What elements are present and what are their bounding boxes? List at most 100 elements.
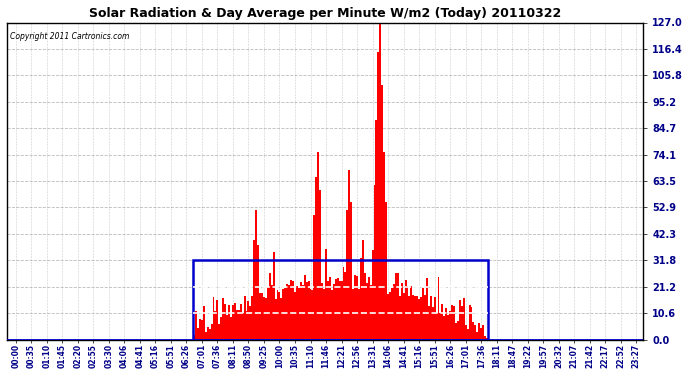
Bar (253, 240, 255, 339)
Bar (482, 325, 484, 339)
Bar (375, 120, 377, 339)
Bar (424, 295, 426, 339)
Title: Solar Radiation & Day Average per Minute W/m2 (Today) 20110322: Solar Radiation & Day Average per Minute… (89, 7, 561, 20)
Bar (383, 152, 385, 339)
Bar (341, 282, 342, 339)
Bar (445, 308, 447, 339)
Bar (217, 300, 218, 339)
Bar (238, 310, 239, 339)
Bar (399, 296, 401, 339)
Bar (228, 305, 230, 339)
Bar (290, 280, 292, 339)
Bar (236, 310, 238, 339)
Bar (411, 286, 413, 339)
Bar (351, 202, 352, 339)
Bar (358, 289, 360, 339)
Bar (382, 85, 383, 339)
Bar (193, 260, 488, 339)
Bar (315, 177, 317, 339)
Bar (370, 285, 372, 339)
Bar (459, 300, 461, 339)
Bar (387, 294, 389, 339)
Bar (280, 298, 282, 339)
Bar (471, 307, 473, 339)
Bar (284, 288, 286, 339)
Bar (461, 306, 463, 339)
Bar (308, 281, 310, 339)
Bar (413, 295, 414, 339)
Bar (480, 328, 482, 339)
Bar (466, 328, 469, 339)
Bar (457, 321, 459, 339)
Bar (337, 278, 339, 339)
Bar (234, 303, 236, 339)
Bar (404, 280, 406, 339)
Bar (360, 258, 362, 339)
Bar (270, 285, 273, 339)
Bar (319, 190, 321, 339)
Bar (397, 273, 399, 339)
Bar (207, 327, 208, 339)
Bar (368, 277, 370, 339)
Bar (475, 325, 476, 339)
Bar (373, 185, 375, 339)
Bar (306, 282, 308, 339)
Bar (440, 313, 442, 339)
Bar (273, 252, 275, 339)
Bar (296, 286, 298, 339)
Bar (451, 305, 453, 339)
Bar (428, 306, 430, 339)
Bar (265, 298, 267, 339)
Bar (432, 308, 434, 339)
Bar (408, 296, 411, 339)
Bar (282, 289, 284, 339)
Bar (484, 336, 486, 339)
Bar (486, 338, 488, 339)
Bar (430, 296, 432, 339)
Bar (377, 53, 380, 339)
Bar (294, 292, 296, 339)
Bar (259, 292, 261, 339)
Bar (464, 325, 466, 339)
Bar (300, 282, 302, 339)
Bar (230, 316, 232, 339)
Bar (346, 210, 348, 339)
Bar (193, 335, 195, 339)
Bar (195, 311, 197, 339)
Bar (406, 286, 408, 339)
Bar (292, 281, 294, 339)
Bar (437, 277, 440, 339)
Bar (422, 288, 424, 339)
Bar (267, 286, 269, 339)
Bar (321, 283, 323, 339)
Bar (263, 297, 265, 339)
Bar (220, 317, 222, 339)
Bar (246, 310, 248, 339)
Bar (416, 296, 418, 339)
Bar (244, 296, 246, 339)
Bar (239, 303, 241, 339)
Bar (395, 273, 397, 339)
Bar (255, 210, 257, 339)
Bar (414, 296, 416, 339)
Bar (286, 284, 288, 339)
Bar (356, 276, 358, 339)
Bar (226, 315, 228, 339)
Bar (447, 315, 449, 339)
Bar (201, 320, 203, 339)
Bar (329, 278, 331, 339)
Bar (288, 285, 290, 339)
Bar (222, 298, 224, 339)
Bar (364, 273, 366, 339)
Bar (385, 202, 387, 339)
Bar (302, 285, 304, 339)
Bar (199, 319, 201, 339)
Bar (339, 281, 341, 339)
Bar (310, 289, 311, 339)
Bar (348, 170, 351, 339)
Bar (354, 274, 356, 339)
Bar (401, 282, 403, 339)
Bar (317, 152, 319, 339)
Bar (455, 323, 457, 339)
Bar (218, 324, 220, 339)
